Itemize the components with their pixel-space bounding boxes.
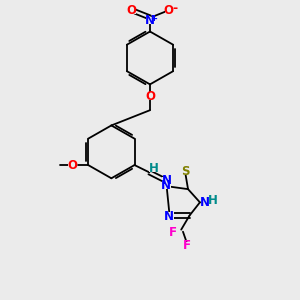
Bar [68, 161, 77, 169]
Bar [182, 242, 191, 249]
Text: S: S [182, 165, 190, 178]
Text: N: N [161, 178, 171, 191]
Bar [146, 92, 154, 100]
Text: N: N [145, 14, 155, 27]
Text: H: H [208, 194, 217, 207]
Bar [165, 7, 174, 14]
Bar [208, 197, 217, 204]
Bar [149, 165, 158, 172]
Text: N: N [200, 196, 210, 209]
Text: -: - [172, 2, 177, 15]
Text: O: O [127, 4, 136, 17]
Bar [181, 168, 190, 175]
Text: +: + [150, 14, 157, 22]
Bar [169, 229, 178, 236]
Bar [127, 7, 136, 14]
Text: O: O [164, 4, 174, 17]
Text: H: H [149, 161, 159, 175]
Text: N: N [164, 210, 174, 223]
Bar [201, 199, 210, 206]
Text: O: O [145, 90, 155, 103]
Text: F: F [182, 239, 190, 252]
Bar [146, 17, 154, 24]
Text: F: F [169, 226, 177, 239]
Text: N: N [162, 174, 172, 187]
Bar [165, 212, 174, 220]
Bar [162, 182, 171, 189]
Bar [162, 177, 171, 184]
Text: O: O [68, 159, 78, 172]
